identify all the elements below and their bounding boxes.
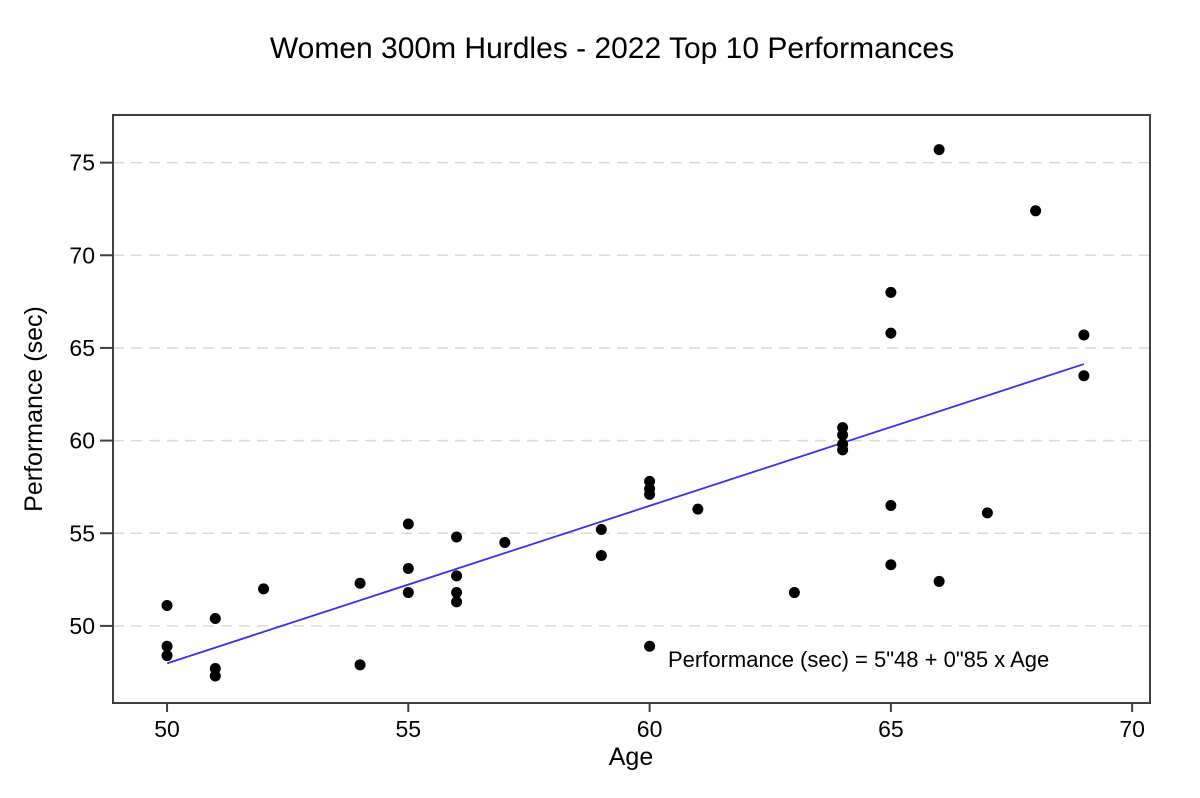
data-point [161,650,173,662]
data-point [451,531,463,543]
data-point [644,488,656,500]
plot-area [113,115,1150,703]
data-point [1078,329,1090,341]
data-point [402,587,414,599]
data-point [209,670,221,682]
y-axis-ticks: 50 55 60 65 70 75 [69,150,113,639]
data-point [595,549,607,561]
data-point [451,570,463,582]
regression-equation-annotation: Performance (sec) = 5"48 + 0"85 x Age [668,647,1049,672]
gridlines [113,161,1150,627]
data-point [451,596,463,608]
data-point [692,503,704,515]
data-point [209,612,221,624]
data-point [933,575,945,587]
data-point [885,499,897,511]
data-point [595,524,607,536]
x-axis-ticks: 50 55 60 65 70 [154,703,1145,742]
data-point [1078,370,1090,382]
data-point [451,587,463,599]
data-point [885,286,897,298]
data-point [161,640,173,652]
x-tick-label: 65 [878,716,904,742]
data-points [161,144,1090,682]
data-point [885,559,897,571]
data-point [499,537,511,549]
y-axis-label: Performance (sec) [20,306,48,512]
data-point [161,600,173,612]
y-tick-label: 50 [69,613,95,639]
data-point [354,659,366,671]
y-tick-label: 65 [69,335,95,361]
y-tick-label: 60 [69,428,95,454]
data-point [837,444,849,456]
y-tick-label: 70 [69,242,95,268]
data-point [354,577,366,589]
data-point [258,583,270,595]
data-point [402,562,414,574]
data-point [837,429,849,441]
x-tick-label: 70 [1119,716,1145,742]
chart-title: Women 300m Hurdles - 2022 Top 10 Perform… [270,32,954,65]
regression-line [166,363,1085,665]
y-tick-label: 55 [69,520,95,546]
data-point [981,507,993,519]
data-point [1030,205,1042,217]
y-tick-label: 75 [69,150,95,176]
data-point [402,518,414,530]
data-point [788,587,800,599]
x-tick-label: 55 [396,716,422,742]
x-tick-label: 50 [154,716,180,742]
data-point [885,327,897,339]
plot-border [112,114,1151,704]
data-point [644,640,656,652]
data-point [933,144,945,156]
x-axis-label: Age [609,743,653,771]
x-tick-label: 60 [637,716,663,742]
